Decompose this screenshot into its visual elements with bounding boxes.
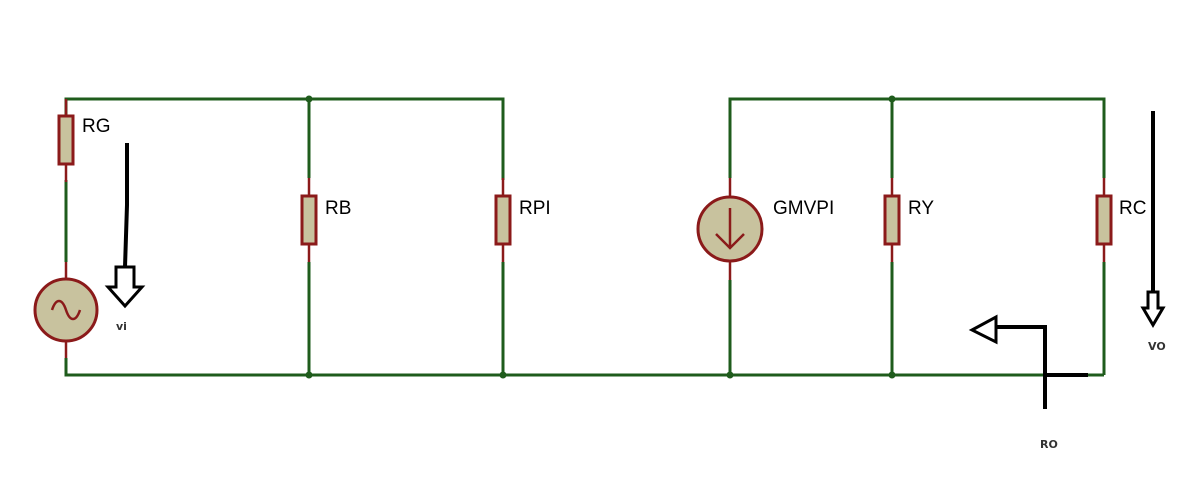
resistor-body — [57, 114, 75, 166]
output-network-wires — [728, 97, 1106, 375]
current-source-gmvpi[interactable]: GMVPI — [696, 178, 834, 280]
output-top-wire — [728, 97, 1106, 178]
junction-node — [888, 95, 896, 103]
resistor-body — [1095, 194, 1113, 246]
probe-ro[interactable]: RO — [968, 314, 1088, 451]
resistor-ry-label: RY — [908, 198, 934, 219]
arrow-down-icon — [715, 208, 745, 250]
probe-shaft — [996, 325, 1047, 409]
sine-wave-icon — [50, 299, 82, 321]
resistor-rb[interactable]: RB — [300, 178, 351, 262]
junction-node — [305, 371, 313, 379]
junction-nodes — [305, 95, 896, 379]
ac-voltage-source[interactable] — [33, 262, 99, 358]
input-bottom-wire — [64, 358, 1104, 377]
junction-node — [888, 371, 896, 379]
resistor-rc-label: RC — [1119, 198, 1146, 219]
probe-vo[interactable]: VO — [1140, 111, 1166, 353]
resistor-rb-label: RB — [325, 198, 351, 219]
arrow-left-icon — [968, 314, 998, 345]
junction-node — [305, 95, 313, 103]
junction-node — [499, 371, 507, 379]
resistor-rg[interactable]: RG — [57, 99, 111, 182]
input-network-wires — [64, 97, 1104, 377]
arrow-down-icon — [104, 265, 146, 309]
resistor-body — [883, 194, 901, 246]
probe-vi[interactable]: vi — [104, 143, 146, 333]
current-source-label: GMVPI — [773, 198, 834, 219]
probe-vo-label: VO — [1148, 340, 1166, 353]
probe-shaft — [123, 143, 129, 268]
resistor-body — [300, 194, 318, 246]
resistor-rc[interactable]: RC — [1095, 178, 1146, 262]
resistor-rg-label: RG — [82, 116, 111, 137]
resistor-body — [494, 194, 512, 246]
probe-ro-label: RO — [1040, 438, 1058, 451]
resistor-rpi-label: RPI — [519, 198, 551, 219]
arrow-down-icon — [1140, 290, 1166, 328]
probe-vi-label: vi — [116, 320, 127, 333]
resistor-rpi[interactable]: RPI — [494, 178, 551, 262]
resistor-ry[interactable]: RY — [883, 178, 934, 262]
input-top-wire — [64, 97, 505, 180]
junction-node — [726, 371, 734, 379]
